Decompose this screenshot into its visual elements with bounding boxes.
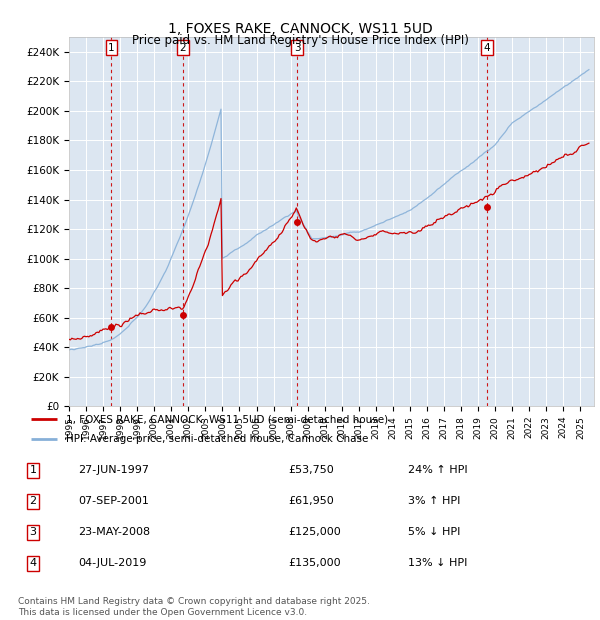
Text: 04-JUL-2019: 04-JUL-2019 — [78, 559, 146, 569]
Text: 4: 4 — [484, 43, 490, 53]
Text: £53,750: £53,750 — [288, 466, 334, 476]
Text: 24% ↑ HPI: 24% ↑ HPI — [408, 466, 467, 476]
Text: 07-SEP-2001: 07-SEP-2001 — [78, 497, 149, 507]
Text: Price paid vs. HM Land Registry's House Price Index (HPI): Price paid vs. HM Land Registry's House … — [131, 34, 469, 47]
Text: 3: 3 — [29, 528, 37, 538]
Text: 3: 3 — [294, 43, 301, 53]
Text: 2: 2 — [29, 497, 37, 507]
Text: £61,950: £61,950 — [288, 497, 334, 507]
Text: £135,000: £135,000 — [288, 559, 341, 569]
Text: HPI: Average price, semi-detached house, Cannock Chase: HPI: Average price, semi-detached house,… — [65, 435, 368, 445]
Text: 13% ↓ HPI: 13% ↓ HPI — [408, 559, 467, 569]
Text: 4: 4 — [29, 559, 37, 569]
Text: 23-MAY-2008: 23-MAY-2008 — [78, 528, 150, 538]
Text: 3% ↑ HPI: 3% ↑ HPI — [408, 497, 460, 507]
Text: Contains HM Land Registry data © Crown copyright and database right 2025.
This d: Contains HM Land Registry data © Crown c… — [18, 598, 370, 617]
Text: 1: 1 — [108, 43, 115, 53]
Text: 2: 2 — [179, 43, 186, 53]
Text: 1, FOXES RAKE, CANNOCK, WS11 5UD (semi-detached house): 1, FOXES RAKE, CANNOCK, WS11 5UD (semi-d… — [65, 414, 388, 424]
Text: 5% ↓ HPI: 5% ↓ HPI — [408, 528, 460, 538]
Text: £125,000: £125,000 — [288, 528, 341, 538]
Text: 1, FOXES RAKE, CANNOCK, WS11 5UD: 1, FOXES RAKE, CANNOCK, WS11 5UD — [167, 22, 433, 36]
Text: 1: 1 — [29, 466, 37, 476]
Text: 27-JUN-1997: 27-JUN-1997 — [78, 466, 149, 476]
